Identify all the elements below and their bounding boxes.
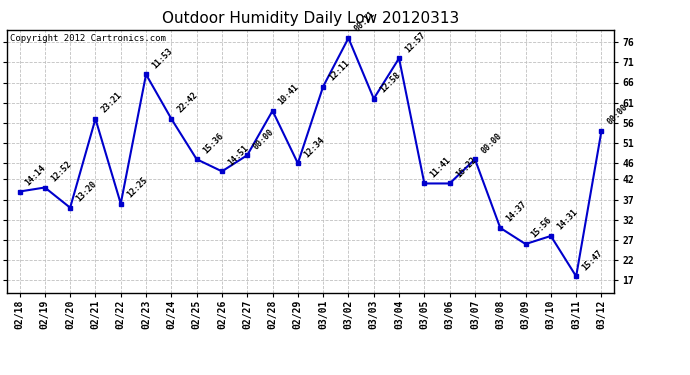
Text: 00:00: 00:00	[606, 103, 630, 127]
Text: 00:00: 00:00	[479, 131, 503, 155]
Text: 12:11: 12:11	[327, 58, 351, 82]
Text: 22:42: 22:42	[175, 91, 199, 115]
Text: 14:31: 14:31	[555, 208, 579, 232]
Text: 14:51: 14:51	[226, 143, 250, 167]
Text: Copyright 2012 Cartronics.com: Copyright 2012 Cartronics.com	[10, 34, 166, 43]
Text: 15:47: 15:47	[580, 248, 604, 272]
Text: 11:41: 11:41	[428, 155, 453, 179]
Text: 12:58: 12:58	[378, 70, 402, 94]
Text: 12:52: 12:52	[49, 159, 73, 183]
Text: 11:53: 11:53	[150, 46, 175, 70]
Text: 00:11: 00:11	[353, 10, 377, 34]
Text: 12:25: 12:25	[125, 176, 149, 200]
Text: 12:34: 12:34	[302, 135, 326, 159]
Text: Outdoor Humidity Daily Low 20120313: Outdoor Humidity Daily Low 20120313	[162, 11, 459, 26]
Text: 14:14: 14:14	[23, 164, 48, 188]
Text: 00:00: 00:00	[251, 127, 275, 151]
Text: 14:37: 14:37	[504, 200, 529, 224]
Text: 13:20: 13:20	[75, 180, 99, 204]
Text: 16:22: 16:22	[454, 155, 478, 179]
Text: 15:56: 15:56	[530, 216, 554, 240]
Text: 23:21: 23:21	[99, 91, 124, 115]
Text: 15:36: 15:36	[201, 131, 225, 155]
Text: 10:41: 10:41	[277, 82, 301, 106]
Text: 12:57: 12:57	[403, 30, 427, 54]
